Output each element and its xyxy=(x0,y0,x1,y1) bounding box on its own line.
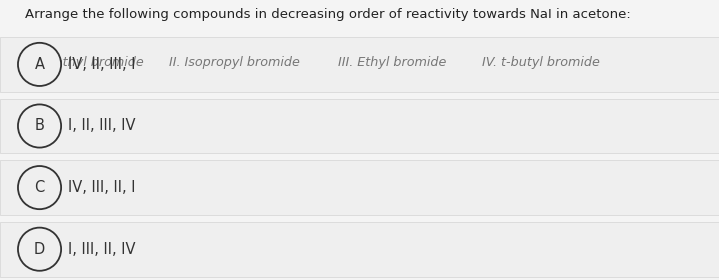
Text: I, II, III, IV: I, II, III, IV xyxy=(68,118,136,134)
Ellipse shape xyxy=(18,228,61,271)
Ellipse shape xyxy=(18,43,61,86)
FancyBboxPatch shape xyxy=(0,37,719,92)
Ellipse shape xyxy=(18,166,61,209)
Text: I. Methyl bromide: I. Methyl bromide xyxy=(32,56,144,69)
Text: IV, II, III, I: IV, II, III, I xyxy=(68,57,136,72)
Text: D: D xyxy=(34,242,45,257)
Text: II. Isopropyl bromide: II. Isopropyl bromide xyxy=(169,56,300,69)
Text: A: A xyxy=(35,57,45,72)
Text: B: B xyxy=(35,118,45,134)
Ellipse shape xyxy=(18,104,61,148)
Text: I, III, II, IV: I, III, II, IV xyxy=(68,242,136,257)
FancyBboxPatch shape xyxy=(0,222,719,277)
FancyBboxPatch shape xyxy=(0,160,719,215)
Text: IV. t-butyl bromide: IV. t-butyl bromide xyxy=(482,56,600,69)
Text: IV, III, II, I: IV, III, II, I xyxy=(68,180,136,195)
Text: Arrange the following compounds in decreasing order of reactivity towards NaI in: Arrange the following compounds in decre… xyxy=(25,8,631,21)
Text: III. Ethyl bromide: III. Ethyl bromide xyxy=(338,56,446,69)
FancyBboxPatch shape xyxy=(0,99,719,153)
Text: C: C xyxy=(35,180,45,195)
